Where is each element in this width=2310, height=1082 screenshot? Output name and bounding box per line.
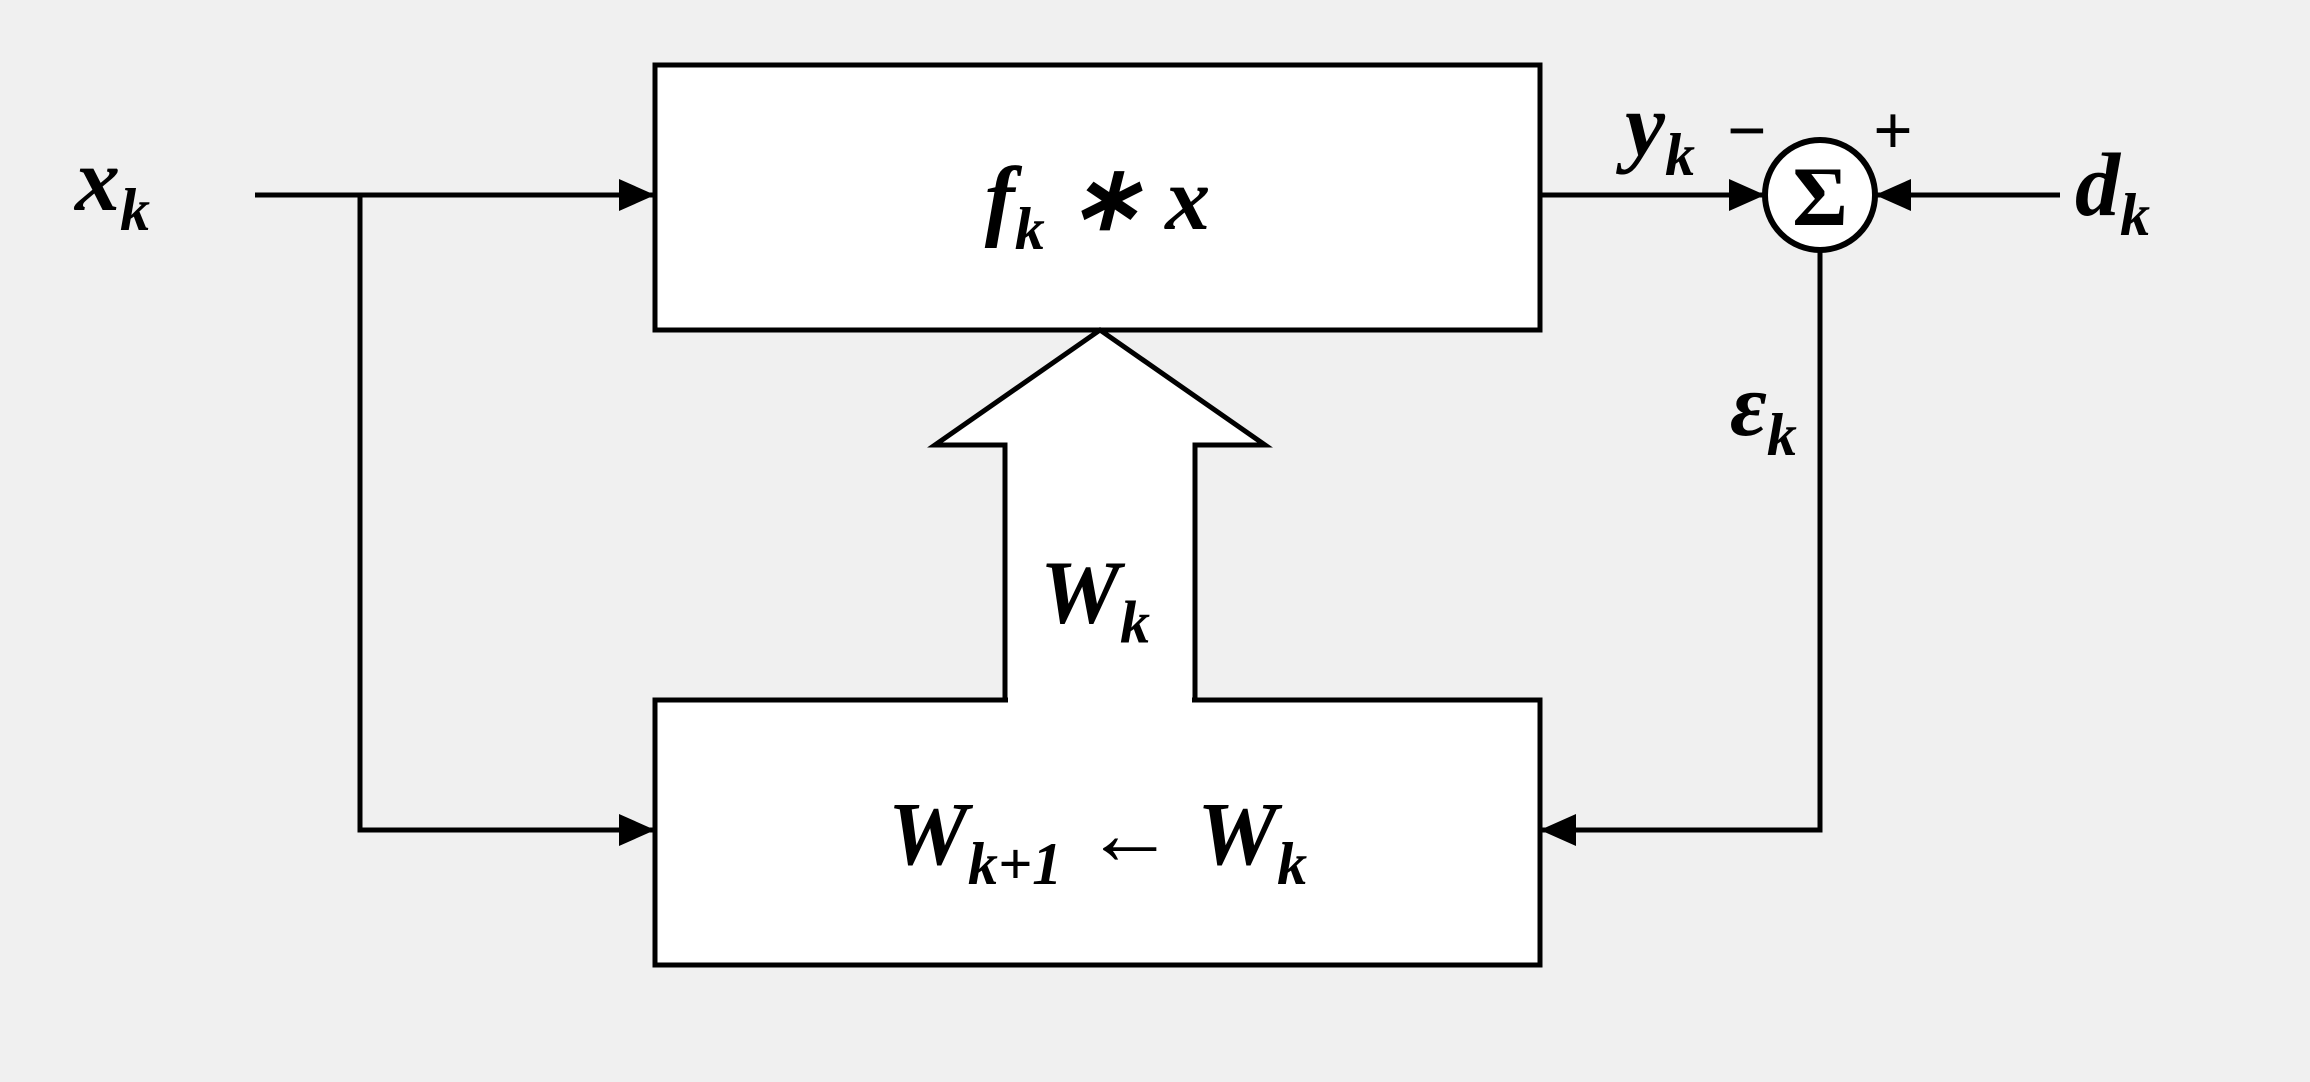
- plus-sign: +: [1873, 93, 1913, 170]
- sum-symbol: Σ: [1792, 150, 1848, 244]
- update-box-label: Wk+1 ← Wk: [888, 785, 1307, 897]
- adaptive-filter-diagram: fk ∗ xWk+1 ← WkWkΣ−+xkykdkεk: [0, 0, 2310, 1082]
- minus-sign: −: [1727, 93, 1767, 170]
